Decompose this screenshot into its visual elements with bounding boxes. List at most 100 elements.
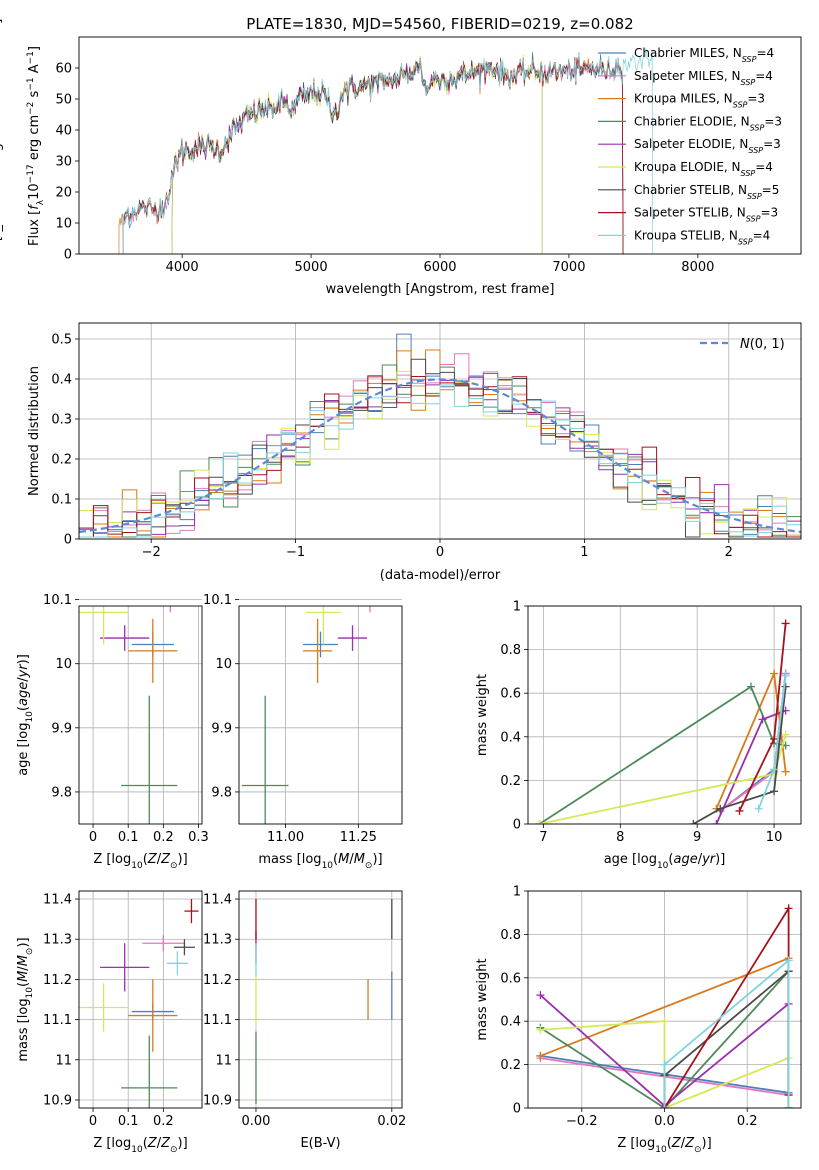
- panel-mass-vs-z: 0 0.1 0.2 10.9 11 11.1 11.2 11.3 11.4 Z [log10(Z/…: [16, 890, 203, 1155]
- grid-lines: [239, 891, 402, 1108]
- x-tick-label: 2: [725, 545, 733, 560]
- weight-marker: [770, 669, 779, 678]
- x-tick-label: 11.00: [267, 830, 304, 845]
- x-tick-label: 8: [616, 830, 624, 845]
- y-tick-label: 9.9: [51, 721, 72, 736]
- weight-marker: [781, 619, 790, 628]
- weight-marker: [781, 682, 790, 691]
- y-tick-label: 0.4: [51, 373, 72, 388]
- legend-label: Chabrier MILES, NSSP=4: [634, 46, 774, 64]
- plot-area: [79, 899, 199, 1108]
- axis-ticks: 4000 5000 6000 7000 8000 0 10 20 30 40 50 60: [55, 62, 714, 276]
- histogram-step: [79, 377, 801, 538]
- weight-marker: [784, 956, 793, 965]
- errorbar-point: [337, 625, 368, 651]
- x-tick-label: −2: [142, 545, 161, 560]
- weight-marker: [758, 715, 767, 724]
- panel-age-vs-z: 0 0.1 0.2 0.3 9.8 9.9 10 10.1 Z [log10(Z/Z⊙)] age…: [16, 555, 209, 871]
- errorbar-point: [350, 555, 367, 581]
- y-tick-label: 10: [215, 657, 232, 672]
- y-tick-label: 0: [513, 1102, 521, 1117]
- y-tick-label: 0: [64, 533, 72, 548]
- errorbar-point: [79, 983, 129, 1032]
- y-tick-label: 9.8: [211, 785, 232, 800]
- y-tick-label: 60: [55, 62, 72, 77]
- y-axis-label: Flux [f_λ10^-17 erg cm^-2 s^-1 A^-1]: [0, 19, 4, 273]
- y-tick-label: 0.4: [500, 730, 521, 745]
- x-axis-label: mass [log10(M/M⊙)]: [258, 852, 382, 871]
- y-tick-label: 0.2: [500, 774, 521, 789]
- x-tick-label: 9: [693, 830, 701, 845]
- panel-residuals: −2 −1 0 1 2 0 0.1 0.2 0.3 0.4 0.5 (data-model)/erro…: [27, 322, 802, 583]
- x-tick-label: 0.1: [118, 1114, 139, 1129]
- y-tick-label: 0.6: [500, 687, 521, 702]
- axis-ticks: 7 8 9 10 0 0.2 0.4 0.6 0.8 1: [500, 600, 782, 846]
- y-tick-label: 11.3: [43, 933, 72, 948]
- y-tick-label: 0.2: [500, 1058, 521, 1073]
- y-tick-label: 11.2: [43, 973, 72, 988]
- plot-area: [255, 899, 393, 1104]
- y-tick-label: 0.1: [51, 493, 72, 508]
- errorbar-point: [369, 606, 371, 613]
- errorbar-point: [303, 631, 338, 658]
- spectrum-line: [171, 54, 543, 254]
- x-tick-label: 7: [539, 830, 547, 845]
- y-tick-label: 11.4: [43, 893, 72, 908]
- y-axis-label: mass [log10(M/M⊙)]: [16, 937, 35, 1061]
- figure-title: PLATE=1830, MJD=54560, FIBERID=0219, z=0…: [246, 15, 633, 33]
- weight-marker: [660, 1060, 669, 1069]
- weight-marker: [781, 730, 790, 739]
- x-tick-label: 0.2: [737, 1114, 758, 1129]
- y-axis-label: mass weight: [475, 958, 490, 1040]
- axes-frame: [78, 322, 802, 540]
- errorbar-point: [166, 951, 188, 976]
- x-axis-label: Z [log10(Z/Z⊙)]: [617, 1136, 711, 1155]
- x-tick-label: 0.2: [153, 830, 174, 845]
- x-tick-label: 8000: [681, 260, 714, 275]
- axes-frame: [238, 605, 403, 825]
- x-tick-label: 0.0: [654, 1114, 675, 1129]
- y-tick-label: 10: [55, 217, 72, 232]
- x-axis-label: E(B-V): [300, 1136, 340, 1151]
- y-tick-label: 0.6: [500, 971, 521, 986]
- axes-frame: [238, 890, 403, 1109]
- errorbar-point: [184, 555, 198, 581]
- x-tick-label: 1: [580, 545, 588, 560]
- legend-label: N(0, 1): [740, 337, 785, 352]
- x-axis-label: (data-model)/error: [380, 568, 501, 583]
- y-tick-label: 0: [64, 248, 72, 263]
- x-tick-label: 7000: [552, 260, 585, 275]
- weight-line: [663, 905, 790, 1108]
- weight-marker: [781, 767, 790, 776]
- y-tick-label: 10.1: [203, 593, 232, 608]
- x-axis-label: Z [log10(Z/Z⊙)]: [93, 1136, 187, 1155]
- x-axis-label: age [log10(age/yr)]: [604, 852, 726, 871]
- errorbar-point: [173, 939, 195, 956]
- plot-area: [241, 555, 371, 824]
- y-tick-label: 10.1: [43, 593, 72, 608]
- y-tick-label: 20: [55, 186, 72, 201]
- spectrum-line: [171, 57, 543, 254]
- errorbar-point: [184, 899, 199, 924]
- y-tick-label: 1: [513, 885, 521, 900]
- spectrum-line: [122, 57, 624, 254]
- plot-area: [79, 333, 801, 538]
- errorbar-point: [305, 606, 341, 645]
- panel-weight-vs-z: −0.2 0.0 0.2 0 0.2 0.4 0.6 0.8 1 Z [log10(Z/Z⊙)] m…: [475, 885, 802, 1155]
- legend-label: Kroupa STELIB, NSSP=4: [634, 228, 770, 246]
- spectrum-line: [122, 48, 654, 254]
- weight-marker: [689, 820, 698, 824]
- legend-label: Salpeter ELODIE, NSSP=3: [634, 137, 781, 155]
- y-axis-label: Flux [fλ10−17 erg cm−2 s−1 A−1]: [26, 46, 46, 246]
- weight-marker: [660, 1017, 669, 1026]
- x-tick-label: 10: [766, 830, 783, 845]
- weight-marker: [712, 820, 721, 824]
- y-tick-label: 9.9: [211, 721, 232, 736]
- errorbar-point: [241, 695, 289, 824]
- y-tick-label: 30: [55, 155, 72, 170]
- x-tick-label: 0.2: [153, 1114, 174, 1129]
- weight-marker: [770, 765, 779, 774]
- y-tick-label: 0: [513, 818, 521, 833]
- y-tick-label: 0.8: [500, 643, 521, 658]
- grid-lines: [239, 599, 402, 824]
